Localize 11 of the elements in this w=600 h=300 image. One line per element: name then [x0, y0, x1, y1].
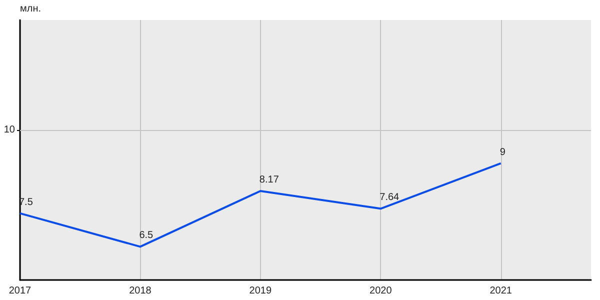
x-tick-label: 2020 [370, 286, 392, 296]
x-tick-label: 2017 [8, 286, 32, 296]
x-tick-label: 2019 [249, 286, 272, 296]
ref-line-label: 10 [4, 124, 16, 136]
data-label: 9 [500, 146, 506, 158]
x-tick-label: 2018 [129, 286, 152, 296]
data-label: 7.64 [380, 192, 400, 204]
data-label: 8.17 [259, 174, 280, 186]
x-tick-label: 2021 [490, 286, 512, 296]
y-axis-title: млн. [20, 4, 42, 14]
data-label: 6.5 [139, 230, 154, 242]
